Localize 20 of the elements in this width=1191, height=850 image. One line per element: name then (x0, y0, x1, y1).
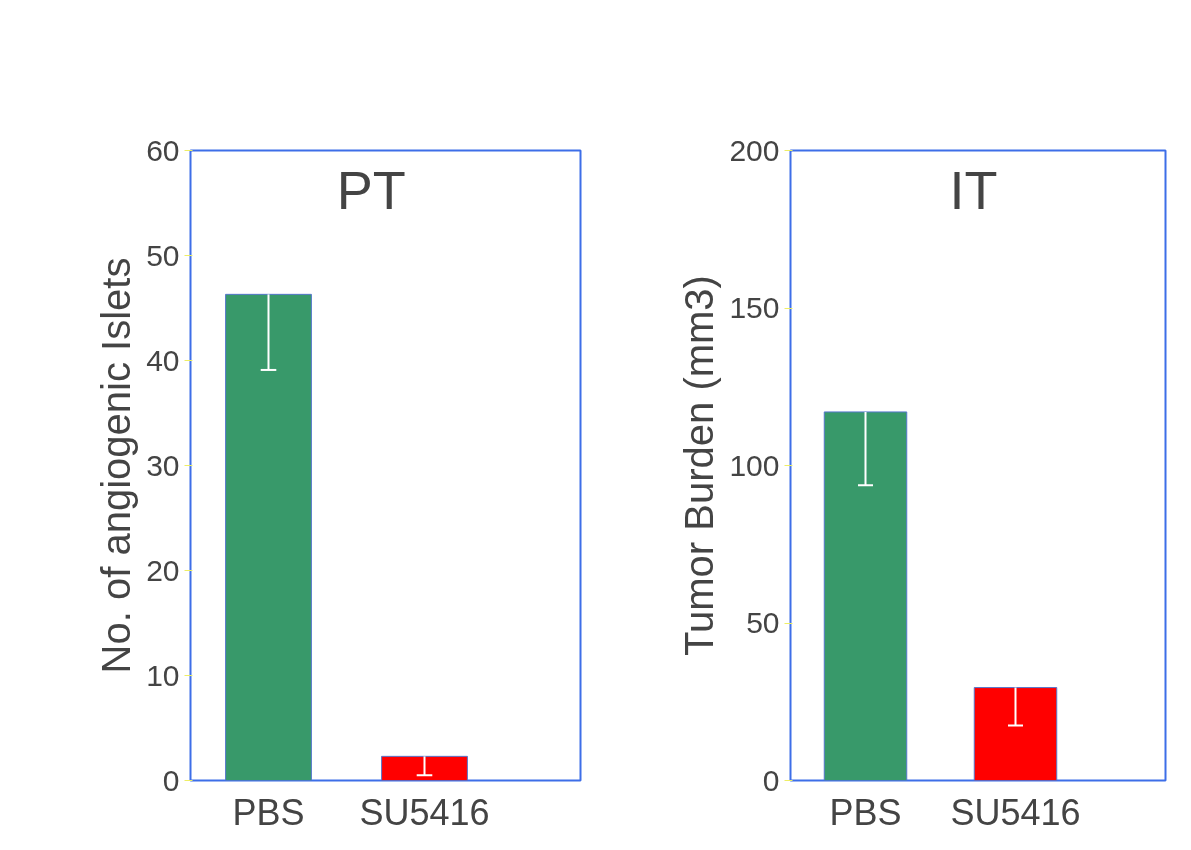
x-tick-label: PBS (232, 791, 305, 833)
y-tick-label: 200 (729, 133, 780, 167)
y-axis-title: Tumor Burden (mm3) (677, 275, 722, 656)
y-tick-label: 100 (729, 448, 780, 482)
annotation: IT (949, 159, 998, 220)
x-tick-label: SU5416 (359, 791, 490, 833)
y-tick-label: 40 (146, 343, 180, 377)
y-tick-label: 0 (162, 763, 180, 797)
y-tick-label: 0 (762, 763, 780, 797)
y-tick-label: 50 (746, 606, 780, 639)
x-tick-label: SU5416 (950, 791, 1081, 833)
y-tick-label: 150 (729, 291, 780, 324)
y-tick-label: 30 (146, 448, 180, 482)
y-tick-label: 10 (146, 658, 180, 692)
x-tick-label: PBS (829, 791, 902, 833)
annotation: PT (336, 159, 406, 220)
y-tick-label: 50 (146, 238, 180, 272)
y-tick-label: 60 (146, 133, 180, 167)
y-axis-title: No. of angiogenic Islets (94, 257, 139, 674)
y-tick-label: 20 (146, 553, 180, 587)
